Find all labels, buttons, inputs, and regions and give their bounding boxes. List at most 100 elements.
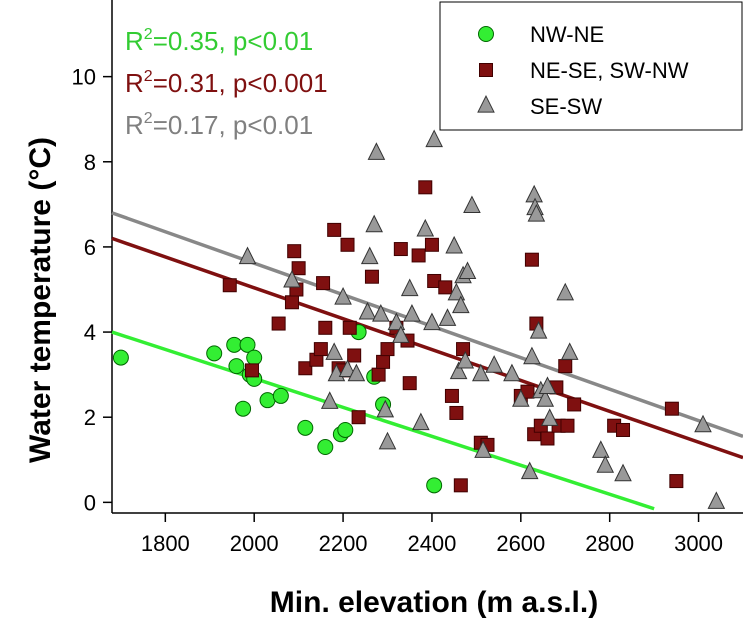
data-point-triangle: [358, 301, 377, 320]
legend-label: SE-SW: [530, 94, 602, 119]
x-ticks: 1800 2000 2200 2400 2600 2800 3000: [141, 513, 723, 556]
legend-label: NW-NE: [530, 22, 604, 47]
data-point-square: [364, 269, 379, 284]
data-point-triangle: [367, 142, 386, 160]
data-point-triangle: [376, 399, 395, 418]
data-point-square: [313, 342, 328, 357]
data-point-triangle: [707, 491, 726, 509]
data-point-triangle: [238, 246, 257, 265]
data-point-triangle: [614, 463, 632, 482]
fit-line-circle: [111, 330, 655, 511]
data-point-square: [380, 342, 395, 357]
data-point-square: [287, 244, 302, 259]
data-point-square: [318, 320, 333, 335]
fit-lines: [111, 211, 743, 511]
data-points: [112, 129, 726, 509]
legend-label: NE-SE, SW-NW: [530, 58, 689, 83]
data-point-triangle: [449, 361, 468, 380]
data-point-triangle: [456, 350, 475, 369]
data-point-triangle: [447, 282, 466, 301]
legend: NW-NE NE-SE, SW-NW SE-SW: [439, 1, 743, 131]
data-point-triangle: [503, 363, 521, 382]
data-point-square: [298, 361, 313, 376]
data-point-circle: [337, 421, 354, 438]
data-point-triangle: [485, 355, 503, 373]
data-point-triangle: [474, 440, 492, 458]
data-point-triangle: [372, 303, 390, 322]
x-tick-label: 2400: [407, 531, 456, 556]
data-point-square: [669, 474, 684, 489]
data-point-circle: [317, 439, 334, 456]
data-point-square: [560, 418, 575, 433]
y-tick-label: 6: [84, 235, 96, 260]
data-point-square: [558, 359, 573, 374]
data-point-square: [291, 261, 306, 276]
data-point-triangle: [458, 261, 477, 280]
data-point-triangle: [378, 431, 397, 450]
data-point-square: [393, 242, 408, 257]
data-point-circle: [206, 345, 223, 362]
y-tick-label: 4: [84, 320, 96, 345]
data-point-triangle: [365, 214, 383, 233]
data-point-square: [371, 367, 386, 382]
data-point-triangle: [325, 342, 343, 360]
x-tick-label: 3000: [674, 531, 723, 556]
data-point-triangle: [425, 129, 443, 148]
r-squared-annotation: R2=0.17, p<0.01: [125, 110, 313, 140]
data-point-triangle: [540, 408, 559, 426]
data-point-triangle: [387, 312, 406, 331]
x-tick-label: 2600: [496, 531, 545, 556]
axes: [111, 0, 743, 514]
data-point-triangle: [445, 235, 463, 254]
data-point-triangle: [556, 282, 575, 301]
data-point-circle: [228, 358, 245, 375]
data-point-triangle: [403, 303, 421, 322]
data-point-triangle: [591, 440, 610, 458]
data-point-square: [327, 222, 342, 237]
y-tick-label: 2: [84, 405, 96, 430]
data-point-square: [284, 295, 299, 310]
data-point-triangle: [416, 218, 435, 237]
legend-marker-triangle: [477, 94, 495, 113]
r-squared-annotation: R2=0.35, p<0.01: [125, 26, 313, 56]
data-point-circle: [246, 349, 263, 366]
data-point-square: [449, 405, 464, 420]
data-point-triangle: [529, 321, 548, 339]
data-point-square: [347, 348, 362, 363]
data-point-triangle: [463, 195, 481, 214]
data-point-circle: [226, 336, 243, 353]
data-point-circle: [272, 387, 289, 404]
data-point-triangle: [334, 286, 352, 305]
data-point-triangle: [596, 455, 615, 473]
data-point-square: [438, 280, 453, 295]
data-point-square: [244, 363, 259, 378]
y-axis-title: Water temperature (°C): [24, 137, 57, 463]
data-point-triangle: [347, 363, 366, 382]
y-tick-label: 8: [84, 150, 96, 175]
data-point-triangle: [512, 389, 530, 407]
data-point-square: [402, 376, 417, 391]
data-point-triangle: [527, 203, 546, 222]
data-point-triangle: [423, 312, 441, 331]
data-point-square: [411, 248, 426, 263]
data-point-circle: [112, 349, 129, 366]
data-point-square: [222, 278, 237, 293]
data-point-triangle: [360, 246, 379, 265]
data-point-square: [340, 237, 355, 252]
data-point-circle: [235, 400, 252, 417]
data-point-triangle: [320, 391, 339, 409]
data-point-triangle: [392, 325, 410, 343]
data-point-square: [376, 354, 391, 369]
data-point-square: [456, 342, 471, 357]
data-point-triangle: [536, 389, 555, 407]
data-point-square: [664, 401, 679, 416]
data-point-circle: [297, 419, 314, 436]
r-squared-annotation: R2=0.31, p<0.001: [125, 68, 328, 98]
data-point-triangle: [694, 414, 712, 433]
x-axis-title: Min. elevation (m a.s.l.): [270, 586, 598, 619]
data-point-circle: [426, 477, 443, 494]
data-point-square: [567, 397, 582, 412]
fit-line-square: [111, 236, 743, 460]
data-point-square: [424, 237, 439, 252]
